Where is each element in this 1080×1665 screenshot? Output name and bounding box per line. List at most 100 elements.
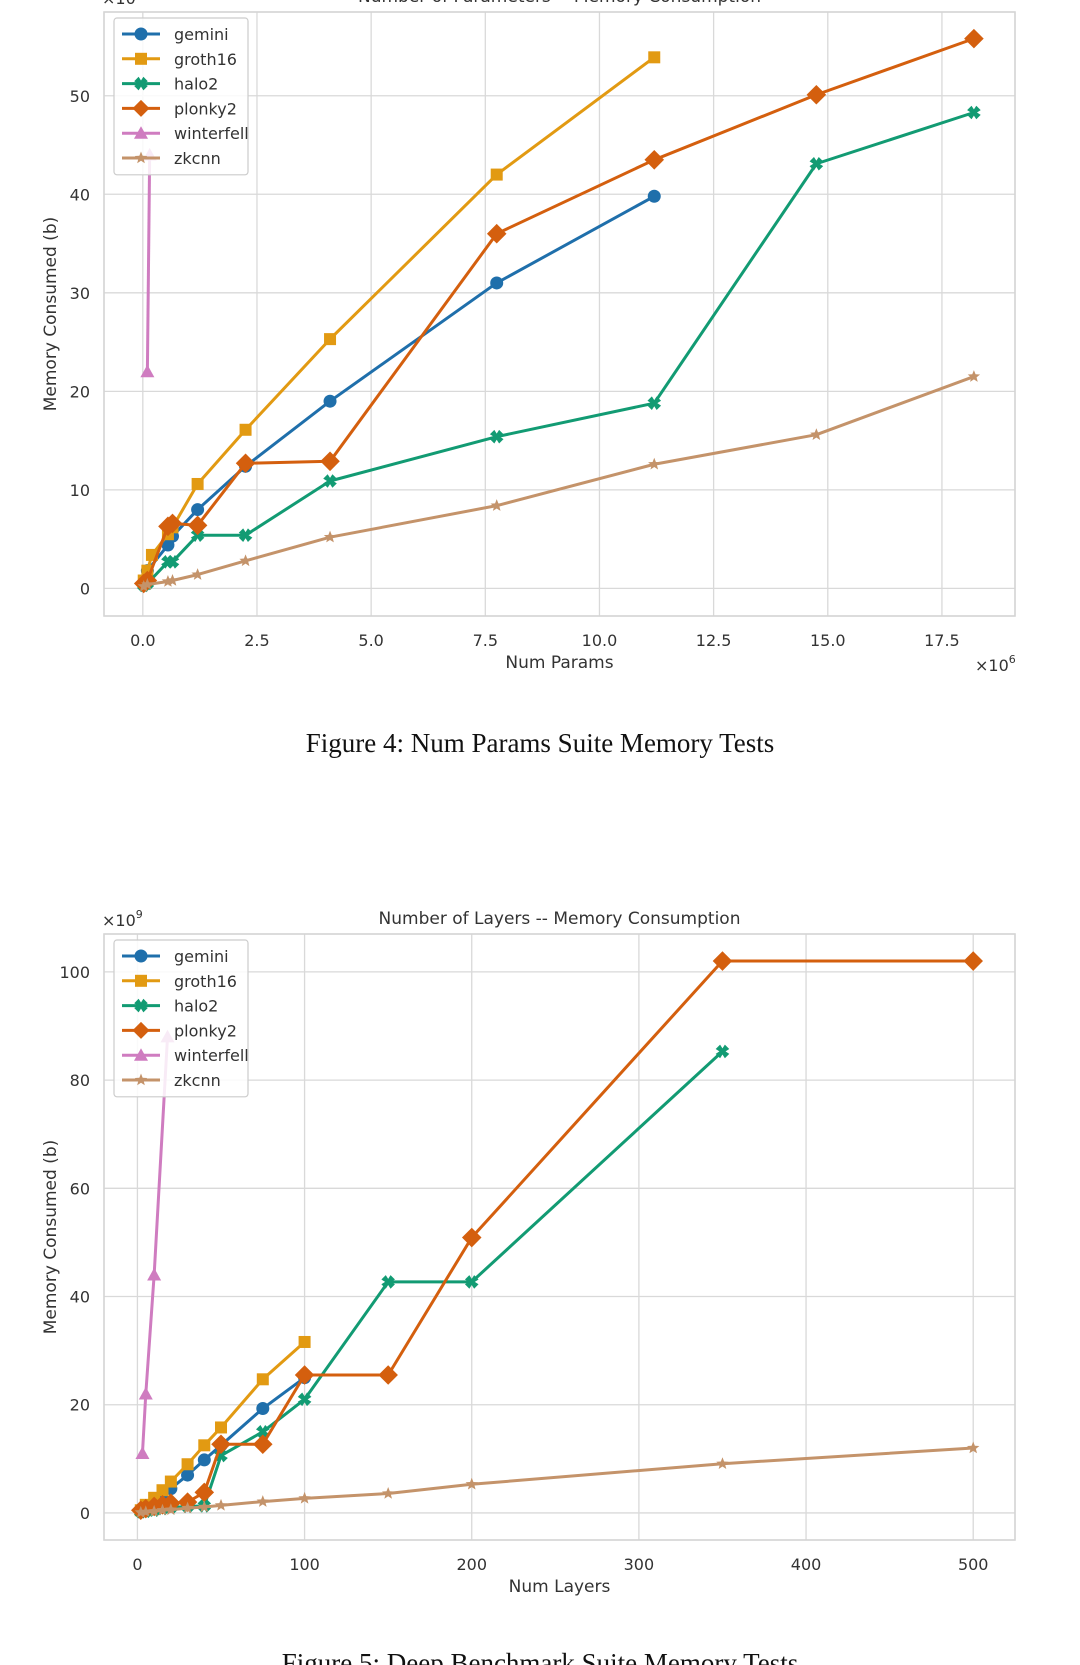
- series-zkcnn-point: [147, 1504, 161, 1517]
- series-gemini-point: [256, 1402, 270, 1416]
- plot-frame: [103, 933, 1016, 1541]
- series-halo2-point: [255, 1424, 270, 1439]
- legend-label: zkcnn: [174, 149, 221, 168]
- legend-item-winterfell: winterfell: [122, 124, 249, 143]
- legend-item-groth16: groth16: [122, 972, 237, 991]
- series-zkcnn-point: [298, 1491, 311, 1504]
- series-zkcnn-point: [465, 1477, 478, 1490]
- series-groth16-point: [490, 168, 503, 181]
- series-zkcnn-point: [810, 428, 823, 440]
- series-zkcnn-point: [214, 1498, 228, 1511]
- series-plonky2-point: [806, 84, 827, 105]
- legend-item-gemini: gemini: [122, 25, 229, 44]
- x-tick-label: 0: [132, 1555, 142, 1574]
- x-tick-label: 10.0: [582, 631, 618, 650]
- y-tick-label: 100: [59, 963, 90, 982]
- series-zkcnn-point: [164, 1503, 178, 1515]
- series-halo2-point: [190, 528, 205, 543]
- series-groth16-line: [142, 56, 656, 582]
- legend-marker: [134, 949, 148, 963]
- series-zkcnn-point: [381, 1486, 395, 1499]
- series-zkcnn-point: [134, 1505, 147, 1518]
- legend-label: gemini: [174, 25, 229, 44]
- legend-marker: [134, 1073, 148, 1086]
- grid: [104, 934, 1015, 1540]
- x-tick-label: 12.5: [696, 631, 732, 650]
- series-gemini: [137, 189, 661, 591]
- series-groth16-point: [191, 477, 204, 490]
- series-halo2-point: [809, 156, 824, 171]
- series-zkcnn-point: [139, 1505, 152, 1518]
- series-zkcnn-point: [967, 1441, 980, 1454]
- series-zkcnn-line: [140, 1446, 974, 1514]
- x-tick-label: 100: [289, 1555, 320, 1574]
- series-plonky2-point: [378, 1365, 398, 1385]
- legend-label: gemini: [174, 947, 229, 966]
- series-groth16-point: [164, 1475, 177, 1488]
- x-tick-label: 2.5: [244, 631, 269, 650]
- series-zkcnn: [134, 1441, 980, 1518]
- legend-label: winterfell: [174, 1046, 249, 1065]
- legend: gemini groth16 halo2 plonky2 winterfell zkcnn: [113, 17, 249, 176]
- legend-item-halo2: halo2: [122, 75, 218, 94]
- legend-label: plonky2: [174, 1021, 237, 1040]
- x-multiplier-exp: 6: [1009, 653, 1016, 666]
- legend-item-groth16: groth16: [122, 50, 237, 69]
- series-zkcnn-point: [141, 577, 154, 590]
- legend-label: winterfell: [174, 124, 249, 143]
- series-plonky2-point: [964, 28, 984, 49]
- series-winterfell-point: [140, 364, 155, 378]
- legend-item-winterfell: winterfell: [122, 1046, 249, 1065]
- series-plonky2-point: [235, 453, 256, 474]
- legend-item-zkcnn: zkcnn: [122, 1071, 221, 1090]
- series-plonky2-point: [187, 515, 208, 536]
- y-multiplier: ×109: [102, 908, 143, 930]
- series-zkcnn-point: [181, 1501, 194, 1514]
- series-halo2-point: [323, 474, 337, 488]
- series-halo2-point: [647, 396, 662, 410]
- series-zkcnn-point: [648, 457, 661, 470]
- series-zkcnn: [137, 370, 981, 592]
- series-groth16: [134, 1335, 311, 1517]
- plot-frame: [103, 11, 1016, 617]
- y-multiplier-base: ×10: [102, 0, 136, 8]
- legend-item-zkcnn: zkcnn: [122, 149, 221, 168]
- series-plonky2-point: [712, 951, 733, 971]
- y-tick-label: 0: [80, 579, 90, 598]
- legend-marker: [134, 151, 148, 164]
- series-groth16-point: [239, 423, 252, 436]
- x-axis-label: Num Params: [505, 653, 613, 673]
- series-gemini-point: [191, 503, 205, 517]
- series-plonky2-point: [194, 1482, 215, 1503]
- series-plonky2-point: [320, 451, 340, 472]
- x-tick-label: 0.0: [130, 631, 155, 650]
- series-plonky2-point: [253, 1434, 273, 1455]
- figure-4-caption: Figure 4: Num Params Suite Memory Tests: [305, 728, 775, 758]
- legend-item-plonky2: plonky2: [122, 1021, 237, 1040]
- series-halo2-point: [967, 105, 981, 120]
- legend-marker: [134, 76, 148, 91]
- x-tick-label: 400: [791, 1555, 822, 1574]
- series-zkcnn-point: [490, 499, 503, 511]
- series-gemini-point: [197, 1453, 211, 1467]
- series-groth16-point: [648, 51, 661, 64]
- y-tick-label: 10: [70, 481, 90, 500]
- y-tick-label: 30: [70, 284, 90, 303]
- x-axis-label: Num Layers: [509, 1577, 611, 1597]
- series-groth16-point: [324, 333, 337, 346]
- legend-marker: [135, 974, 147, 987]
- series-zkcnn-point: [191, 568, 204, 580]
- series-halo2-point: [464, 1275, 479, 1289]
- legend-marker: [134, 27, 148, 41]
- y-multiplier: ×109: [102, 0, 143, 8]
- legend-label: zkcnn: [174, 1071, 221, 1090]
- y-tick-label: 80: [70, 1071, 90, 1090]
- series-winterfell-point: [147, 1267, 162, 1281]
- series-zkcnn-point: [198, 1500, 211, 1513]
- y-tick-label: 50: [70, 87, 90, 106]
- series-gemini-point: [323, 394, 337, 408]
- chart-num-layers: 0 100 200 300 400 500 0 20 40 60 80 100 Num Layers Me…: [41, 908, 1016, 1597]
- legend-marker: [134, 998, 148, 1013]
- legend-label: halo2: [174, 75, 218, 94]
